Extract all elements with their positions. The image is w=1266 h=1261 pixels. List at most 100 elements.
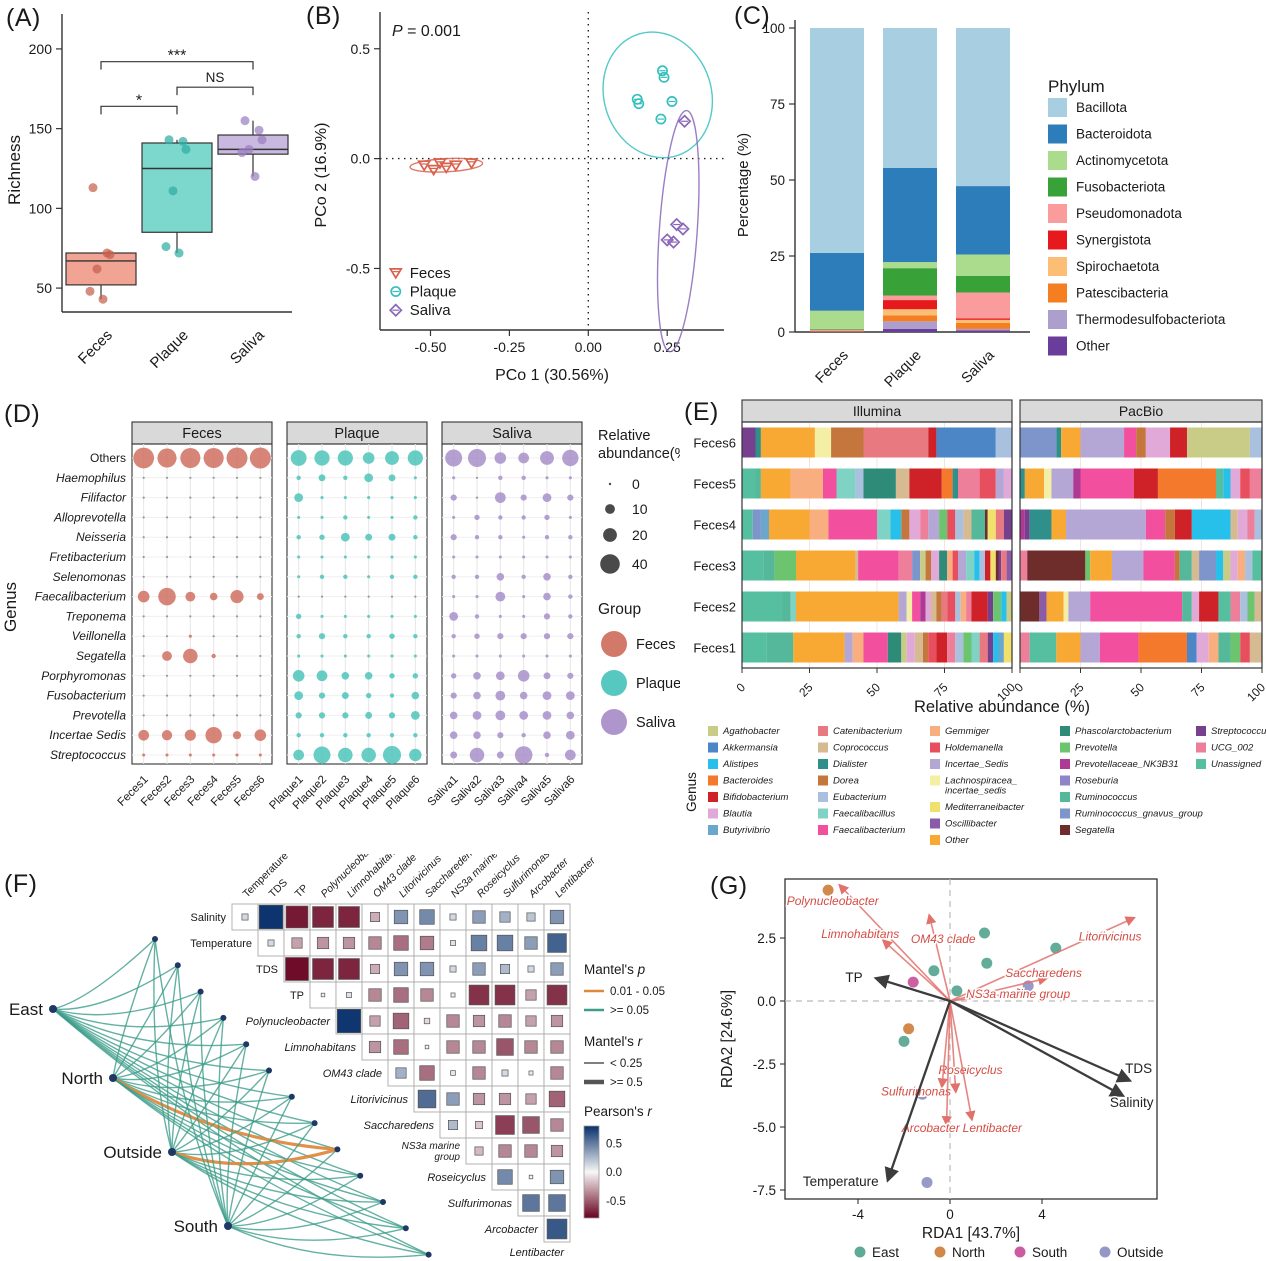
legend-label-catenibacterium: Catenibacterium [833, 726, 902, 737]
species-arrow-polynucleobacter [838, 883, 951, 1002]
bar-segment-dorea [1174, 550, 1180, 581]
bar-segment-segatella [995, 550, 999, 581]
genus-label: Selenomonas [53, 570, 126, 584]
bar-segment-oscillibacter [1039, 591, 1047, 622]
bubble-plaque [388, 474, 396, 482]
panel-f-label: (F) [4, 870, 38, 898]
bar-segment-incertae_sedis [1111, 550, 1144, 581]
corr-square [527, 965, 535, 973]
corr-square [470, 934, 488, 952]
zero-dot [142, 694, 145, 697]
species-arrow-sulfurimonas [937, 1000, 951, 1089]
bar-segment-eubacterium [995, 427, 1012, 458]
bar-segment-bifidobacterium [971, 591, 988, 622]
bubble-plaque [338, 747, 353, 763]
species-arrow-arcobacter [941, 1000, 952, 1127]
legend-swatch-streptococcus [1196, 726, 1206, 736]
zero-dot [235, 674, 239, 677]
network-node [380, 1199, 386, 1205]
corr-square [474, 1146, 484, 1156]
legend-label-east: East [872, 1245, 899, 1260]
bubble-saliva [542, 493, 552, 502]
bar-segment-incertae_sedis [995, 468, 1004, 499]
boxplot-richness: 50 100 150 200 Richness Feces Plaque Saliva * NS *… [5, 14, 292, 372]
x-axis-title: PCo 1 (30.56%) [495, 367, 609, 384]
bar-segment-other [760, 427, 815, 458]
data-point-plaque [161, 242, 171, 252]
bar-segment-unassigned [742, 550, 764, 581]
bar-segment-alistipes [1001, 591, 1007, 622]
bubble-plaque [361, 747, 376, 763]
bubble-feces [138, 729, 150, 741]
zero-dot [259, 615, 262, 618]
sample-point-east [1050, 942, 1062, 954]
bar-segment-dorea [1136, 427, 1146, 458]
bubble-plaque [314, 450, 330, 466]
site-label-east: East [9, 1000, 43, 1019]
matrix-row-label: Sulfurimonas [448, 1198, 513, 1210]
bubble-plaque [389, 633, 395, 639]
group-legend-dot-feces [601, 631, 627, 657]
pearson-tick-label: 0.0 [606, 1167, 622, 1179]
mantel-edge [112, 1069, 270, 1089]
mantel-edge [112, 1043, 247, 1081]
x-category-label: Saliva [959, 347, 999, 387]
bubble-plaque [296, 535, 301, 540]
corr-square [449, 965, 457, 973]
zero-dot [165, 635, 169, 638]
legend-label-gemmiger: Gemmiger [945, 726, 990, 737]
bubble-saliva [451, 574, 456, 579]
bubble-saliva [568, 535, 573, 540]
legend-label-holdemanella: Holdemanella [945, 743, 1003, 754]
corr-square [498, 1014, 512, 1028]
network-node [174, 962, 181, 969]
zero-dot [475, 476, 479, 479]
bubble-plaque [296, 733, 301, 738]
bubble-plaque [320, 614, 324, 618]
panel-c-label: (C) [734, 2, 771, 30]
y-tick-label: 75 [770, 97, 785, 112]
site-node-north [109, 1074, 117, 1082]
x-tick-label: 0.25 [654, 339, 681, 355]
bar-segment-spirochaetota [810, 330, 864, 332]
mantel-edge [52, 1008, 407, 1229]
bar-segment-unassigned [1216, 468, 1224, 499]
bubble-saliva [545, 555, 549, 559]
zero-dot [212, 476, 215, 479]
legend-title: Genus [684, 772, 699, 812]
corr-square [449, 913, 457, 921]
bubble-saliva [495, 710, 506, 721]
bar-segment-eubacterium [1240, 591, 1248, 622]
bar-segment-mediterraneibacter [1003, 632, 1012, 663]
legend-swatch-other [1048, 336, 1067, 356]
legend-swatch-bacteroides [708, 775, 718, 786]
corr-square [338, 958, 360, 980]
bubble-saliva [495, 690, 506, 701]
bubble-plaque [367, 555, 371, 559]
zero-dot [189, 674, 192, 677]
bubble-plaque [390, 614, 394, 618]
bar-segment-ruminococcus [1179, 550, 1192, 581]
corr-square [472, 910, 486, 924]
y-tick-label: -0.5 [346, 260, 370, 276]
legend-swatch-coprococcus [818, 742, 828, 753]
bar-segment-segatella [985, 509, 988, 540]
bar-segment-bifidobacterium [1174, 509, 1192, 540]
bubble-plaque [318, 692, 326, 699]
legend-title: Mantel's r [584, 1034, 643, 1049]
bubble-saliva [564, 749, 576, 761]
bubble-plaque [297, 515, 301, 519]
bar-segment-pseudomonadota [883, 295, 937, 301]
bubble-plaque [296, 634, 301, 639]
bubble-saliva [568, 574, 573, 579]
bubble-plaque [367, 614, 371, 618]
y-tick-label: 2.5 [757, 931, 776, 946]
facet-title-saliva: Saliva [492, 426, 532, 442]
bubble-feces [249, 447, 271, 469]
corr-square [528, 1174, 534, 1180]
zero-dot [189, 536, 192, 539]
corr-square [370, 963, 381, 974]
y-axis-title: RDA2 [24.6%] [719, 990, 736, 1088]
bar-segment-prevotella [1230, 632, 1241, 663]
bar-segment-other [1090, 550, 1112, 581]
